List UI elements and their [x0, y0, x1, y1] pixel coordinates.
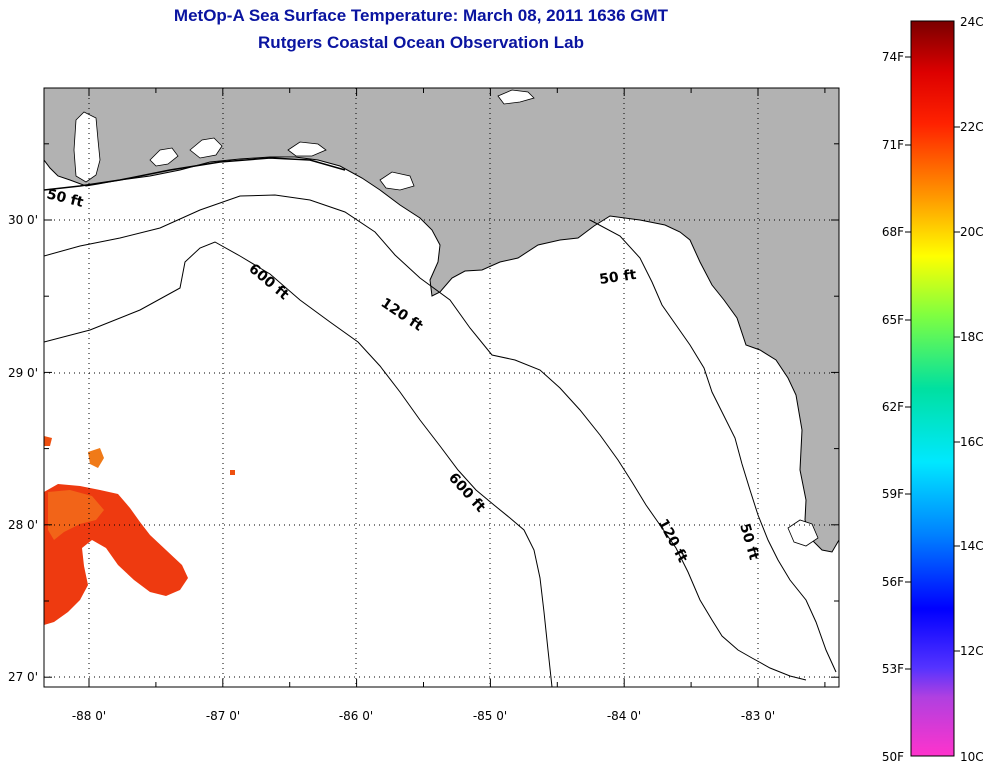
colorbar-ticks [905, 56, 960, 670]
cb-f-53: 53F [882, 662, 904, 676]
latitude-labels: 30 0' 29 0' 28 0' 27 0' [8, 213, 38, 684]
cb-c-10: 10C [960, 750, 984, 764]
inland-lake [497, 89, 535, 105]
map-subtitle: Rutgers Coastal Ocean Observation Lab [258, 33, 584, 52]
cb-f-74: 74F [882, 50, 904, 64]
cb-c-12: 12C [960, 644, 984, 658]
colorbar-fahrenheit-labels: 74F 71F 68F 65F 62F 59F 56F 53F 50F [882, 50, 904, 764]
cb-f-56: 56F [882, 575, 904, 589]
contour-600ft [44, 241, 553, 687]
cb-c-16: 16C [960, 435, 984, 449]
cb-f-68: 68F [882, 225, 904, 239]
lat-label-30: 30 0' [8, 213, 38, 227]
cb-c-18: 18C [960, 330, 984, 344]
sst-patch-small-1 [88, 448, 104, 468]
contour-50ft [44, 157, 346, 191]
cb-f-65: 65F [882, 313, 904, 327]
colorbar-celsius-labels: 24C 22C 20C 18C 16C 14C 12C 10C [960, 15, 984, 764]
cb-c-24: 24C [960, 15, 984, 29]
apalachicola-bay [379, 171, 415, 191]
map-title: MetOp-A Sea Surface Temperature: March 0… [173, 6, 669, 25]
choctawhatchee-bay [189, 137, 223, 159]
contour-label-50-east: 50 ft [598, 267, 637, 288]
cb-f-59: 59F [882, 487, 904, 501]
longitude-labels: -88 0' -87 0' -86 0' -85 0' -84 0' -83 0… [72, 709, 775, 723]
cb-f-50: 50F [882, 750, 904, 764]
sst-patch-warm [48, 490, 104, 540]
lat-label-29: 29 0' [8, 366, 38, 380]
sst-patch-small-2 [44, 436, 52, 446]
lon-label-83: -83 0' [741, 709, 775, 723]
mobile-bay [73, 111, 101, 183]
cb-c-14: 14C [960, 539, 984, 553]
lat-label-27: 27 0' [8, 670, 38, 684]
lon-label-85: -85 0' [473, 709, 507, 723]
cb-f-62: 62F [882, 400, 904, 414]
cb-f-71: 71F [882, 138, 904, 152]
st-andrew-bay [287, 141, 327, 157]
map-frame [43, 87, 840, 688]
axis-ticks [44, 88, 839, 687]
tampa-bay [787, 519, 819, 547]
lon-label-86: -86 0' [339, 709, 373, 723]
contour-120ft [44, 194, 807, 681]
cb-c-22: 22C [960, 120, 984, 134]
sst-patch-small-3 [230, 470, 235, 475]
pensacola-bay [149, 147, 179, 167]
cb-c-20: 20C [960, 225, 984, 239]
lon-label-84: -84 0' [607, 709, 641, 723]
colorbar [910, 20, 955, 757]
lat-label-28: 28 0' [8, 518, 38, 532]
lon-label-87: -87 0' [206, 709, 240, 723]
lon-label-88: -88 0' [72, 709, 106, 723]
contour-50ft-east [589, 219, 837, 673]
